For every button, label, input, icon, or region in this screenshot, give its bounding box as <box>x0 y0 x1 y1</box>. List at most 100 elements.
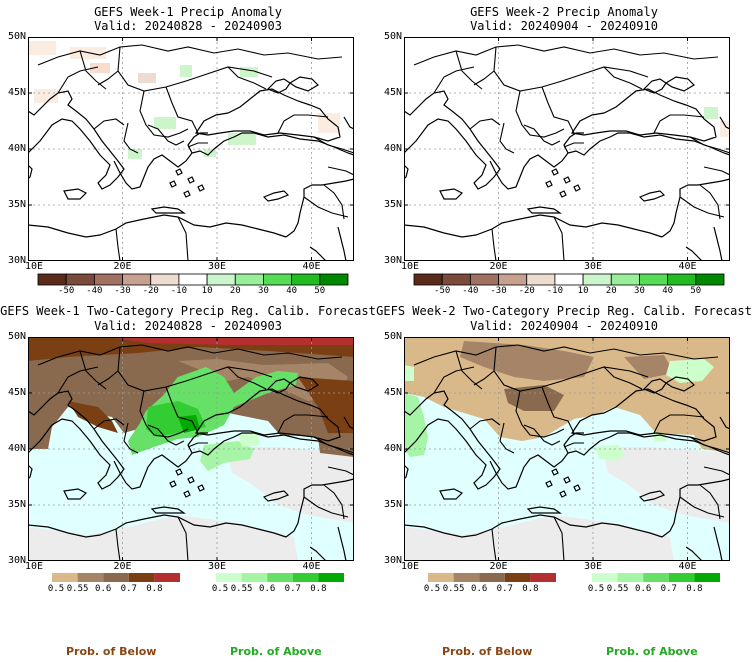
coastline <box>28 390 125 490</box>
border-line <box>603 366 643 390</box>
anomaly-patches <box>28 41 340 159</box>
colorbar-swatch <box>526 273 556 286</box>
border-line <box>323 184 345 220</box>
border-line <box>455 50 483 90</box>
coastline <box>113 432 354 490</box>
coastline <box>551 168 559 176</box>
coastline <box>288 76 319 92</box>
border-line <box>679 196 725 218</box>
coastline <box>439 188 464 200</box>
border-line <box>165 386 199 434</box>
longitude-tick-label: 10E <box>24 561 44 572</box>
colorbar-label: 0.8 <box>146 584 163 594</box>
coastline <box>713 526 723 561</box>
country-borders <box>413 44 730 261</box>
colorbar-swatch <box>291 273 321 286</box>
colorbar-label: 50 <box>314 286 326 296</box>
country-borders <box>37 44 354 261</box>
coastline <box>194 388 341 442</box>
coastline <box>63 188 88 200</box>
colorbar-label: 0.5 <box>211 584 229 594</box>
colorbar-swatch <box>267 573 293 582</box>
colorbar-swatch <box>178 273 208 286</box>
coastline <box>285 478 354 538</box>
border-line <box>493 346 649 392</box>
anomaly-colorbar <box>413 273 725 286</box>
coastline <box>28 514 287 538</box>
above-probability-title: Prob. of Above <box>606 645 698 658</box>
border-line <box>79 350 107 390</box>
colorbar-label: 0.5 <box>587 584 605 594</box>
coastline <box>563 432 584 454</box>
colorbar-swatch <box>428 573 454 582</box>
border-line <box>97 370 119 386</box>
border-line <box>139 90 189 138</box>
axis-ticks <box>28 337 354 561</box>
coastline <box>150 506 186 514</box>
axis-ticks <box>404 37 730 261</box>
colorbar-label: -30 <box>490 286 507 296</box>
colorbar-label: 0.7 <box>496 584 513 594</box>
colorbar-swatch <box>592 573 618 582</box>
above-probability-title: Prob. of Above <box>230 645 322 658</box>
border-line <box>603 66 643 90</box>
coastline <box>262 490 290 502</box>
colorbar-swatch <box>122 273 152 286</box>
colorbar-label: 0.5 <box>423 584 441 594</box>
border-line <box>327 166 354 176</box>
border-line <box>93 418 125 430</box>
coastline <box>169 480 177 488</box>
border-line <box>699 184 721 220</box>
coastline <box>664 376 695 392</box>
colorbar-swatch <box>241 573 268 582</box>
coastline <box>183 190 191 198</box>
border-line <box>57 66 99 94</box>
colorbar-label: -50 <box>58 286 75 296</box>
longitude-tick-label: 40E <box>302 561 321 572</box>
colorbar-swatch <box>93 273 123 286</box>
colorbar-label: -40 <box>462 286 479 296</box>
border-line <box>123 422 139 454</box>
coastline <box>183 490 191 498</box>
border-line <box>469 418 501 430</box>
colorbar-label: 50 <box>690 286 702 296</box>
latitude-tick-label: 45N <box>7 87 26 98</box>
latitude-tick-label: 45N <box>383 87 402 98</box>
border-line <box>117 346 273 392</box>
coastline <box>563 476 571 484</box>
colorbar-swatch <box>617 573 644 582</box>
colorbar-swatch <box>65 273 95 286</box>
border-line <box>499 122 515 154</box>
country-borders <box>37 344 354 561</box>
border-line <box>703 166 730 176</box>
below-probability-title: Prob. of Below <box>66 645 157 658</box>
coastline <box>187 176 195 184</box>
border-line <box>679 496 725 518</box>
colorbar-label: 0.7 <box>120 584 137 594</box>
colorbar-swatch <box>582 273 612 286</box>
coastline <box>404 390 501 490</box>
coastline <box>685 246 703 261</box>
above-probability-colorbar <box>216 573 344 582</box>
coastlines <box>28 376 354 561</box>
coastline <box>187 476 195 484</box>
colorbar-swatch <box>453 573 480 582</box>
coastline <box>526 506 562 514</box>
coastline <box>439 488 464 500</box>
border-line <box>413 344 719 366</box>
longitude-tick-label: 30E <box>207 561 227 572</box>
border-line <box>491 528 497 561</box>
colorbar-label: 0.8 <box>686 584 703 594</box>
coastline <box>337 226 347 261</box>
border-line <box>563 142 584 148</box>
latitude-tick-label: 35N <box>383 199 402 210</box>
panel-week2-probability: GEFS Week-2 Two-Category Precip Reg. Cal… <box>376 300 752 662</box>
border-line <box>433 66 475 94</box>
border-line <box>177 216 189 261</box>
probability-forecast-map <box>404 337 730 561</box>
colorbar-label: 30 <box>258 286 269 296</box>
border-line <box>553 216 565 261</box>
border-line <box>37 344 343 366</box>
colorbar-label: -40 <box>86 286 103 296</box>
colorbar-label: 0.55 <box>66 584 89 594</box>
